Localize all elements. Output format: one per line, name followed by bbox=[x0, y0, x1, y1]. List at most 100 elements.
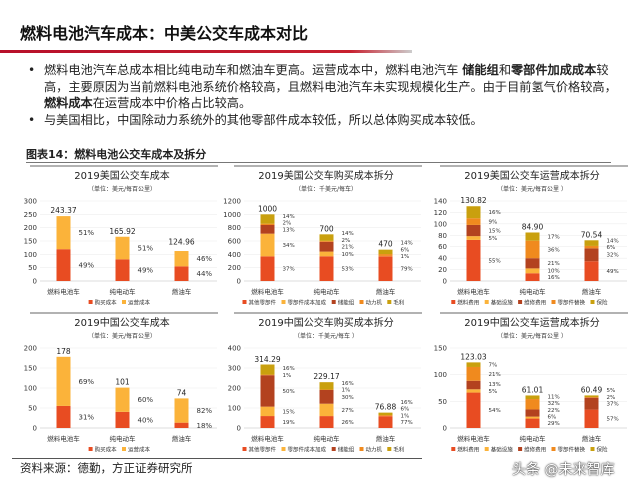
y-tick-label: 0 bbox=[33, 278, 37, 286]
chart-unit: （单位：美元/每百公里 ） bbox=[497, 185, 567, 193]
data-label: 60% bbox=[138, 396, 154, 404]
legend-label: 运营成本 bbox=[128, 446, 151, 454]
data-label: 51% bbox=[79, 229, 95, 237]
total-label: 76.88 bbox=[375, 403, 397, 412]
data-label: 50% bbox=[283, 389, 295, 395]
category-label: 燃油车 bbox=[172, 287, 192, 296]
legend-swatch bbox=[242, 447, 247, 451]
bar-segment bbox=[466, 392, 481, 428]
data-label: 17% bbox=[548, 235, 560, 241]
legend-swatch bbox=[281, 447, 286, 451]
data-label: 5% bbox=[489, 389, 498, 395]
data-label: 6% bbox=[607, 245, 616, 251]
data-label: 2% bbox=[283, 221, 292, 227]
y-tick-label: 40 bbox=[438, 255, 447, 263]
data-label: 14% bbox=[342, 231, 354, 237]
bar-segment bbox=[115, 236, 130, 260]
bar-segment bbox=[378, 416, 393, 428]
chart-us-purchase-breakdown: 2019美国公交车购买成本拆分 （单位：千美元/每车） 0 200 400 600 800 1… bbox=[216, 163, 426, 311]
data-label: 34% bbox=[283, 243, 295, 249]
y-tick-label: 200 bbox=[24, 345, 37, 353]
bar-segment bbox=[466, 224, 481, 237]
y-tick-label: 50 bbox=[28, 405, 37, 413]
data-label: 36% bbox=[548, 247, 560, 253]
data-label: 14% bbox=[283, 214, 295, 220]
bullet-item: 与美国相比，中国除动力系统外的其他零部件成本较低，所以总体购买成本较低。 bbox=[28, 112, 618, 129]
y-tick-label: 200 bbox=[24, 224, 37, 232]
bar-segment bbox=[466, 366, 481, 381]
bar-segment bbox=[319, 403, 334, 417]
y-tick-label: 0 bbox=[443, 425, 447, 433]
bar-segment bbox=[378, 256, 393, 281]
legend-label: 购买成本 bbox=[95, 446, 118, 454]
bar-segment bbox=[466, 362, 481, 367]
bullet-list: 燃料电池汽车总成本相比纯电动车和燃油车更高。运营成本中，燃料电池汽车 储能组和零… bbox=[28, 62, 618, 128]
chart-us-total-cost: 2019美国公交车成本 （单位：美元/每百公里） 0 50 100 150 200 250 30… bbox=[12, 163, 222, 311]
title-divider bbox=[0, 50, 412, 53]
chart-title: 2019中国公交车成本 bbox=[74, 316, 169, 329]
bar-segment bbox=[378, 412, 393, 416]
y-tick-label: 150 bbox=[434, 345, 447, 353]
bar-segment bbox=[466, 239, 481, 281]
data-label: 9% bbox=[489, 219, 498, 225]
bullet-text: 和 bbox=[498, 63, 511, 77]
chart-svg: 2019美国公交车成本 （单位：美元/每百公里） 0 50 100 150 200 250 30… bbox=[24, 165, 218, 307]
total-label: 229.17 bbox=[313, 372, 339, 381]
bar-segment bbox=[56, 356, 71, 406]
data-label: 55% bbox=[489, 258, 501, 264]
bar-segment bbox=[525, 240, 540, 259]
legend-swatch bbox=[551, 300, 556, 304]
legend-swatch bbox=[387, 447, 392, 451]
chart-unit: （单位：美元/每百公里） bbox=[88, 332, 156, 340]
category-label: 纯电动车 bbox=[314, 287, 341, 296]
chart-svg: 2019中国公交车运营成本拆分 （单位：美元/每百公里 ） 0 50 100 150 54%… bbox=[434, 312, 628, 454]
data-label: 10% bbox=[548, 268, 560, 274]
data-label: 32% bbox=[607, 253, 619, 259]
legend-swatch bbox=[484, 300, 489, 304]
total-label: 60.49 bbox=[581, 386, 603, 395]
chart-unit: （单位：美元/每百公里 ） bbox=[497, 332, 567, 340]
chart-svg: 2019中国公交车成本 （单位：美元/每百公里） 0 50 100 150 200 31% 69… bbox=[24, 312, 218, 454]
bar-segment bbox=[174, 266, 189, 281]
bar-segment bbox=[319, 382, 334, 390]
bar-segment bbox=[525, 273, 540, 281]
y-tick-label: 50 bbox=[28, 264, 37, 272]
bar-segment bbox=[466, 218, 481, 225]
total-label: 70.54 bbox=[581, 231, 603, 240]
bar-segment bbox=[260, 406, 275, 417]
legend-swatch bbox=[122, 447, 126, 451]
legend-label: 其他零部件 bbox=[249, 299, 277, 307]
legend-swatch bbox=[518, 447, 523, 451]
chart-cn-total-cost: 2019中国公交车成本 （单位：美元/每百公里） 0 50 100 150 200 31% 69… bbox=[12, 310, 222, 458]
data-label: 14% bbox=[607, 238, 619, 244]
y-tick-label: 300 bbox=[24, 198, 37, 206]
y-tick-label: 80 bbox=[438, 232, 447, 240]
total-label: 1000 bbox=[258, 204, 277, 213]
data-label: 10% bbox=[342, 252, 354, 258]
data-label: 31% bbox=[79, 413, 95, 421]
legend-label: 购买成本 bbox=[95, 299, 118, 307]
bar-segment bbox=[319, 389, 334, 404]
data-label: 53% bbox=[342, 267, 354, 273]
chart-cn-purchase-breakdown: 2019中国公交车购买成本拆分 （单位：千美元/每车 ） 0 100 200 300 400… bbox=[216, 310, 426, 458]
data-label: 15% bbox=[489, 228, 501, 234]
legend-swatch bbox=[331, 447, 336, 451]
y-tick-label: 0 bbox=[237, 278, 241, 286]
y-tick-label: 100 bbox=[24, 385, 37, 393]
bar-segment bbox=[319, 251, 334, 257]
y-tick-label: 300 bbox=[228, 365, 241, 373]
category-label: 燃料电池车 bbox=[47, 434, 80, 443]
y-tick-label: 0 bbox=[237, 425, 241, 433]
total-label: 165.92 bbox=[109, 227, 135, 236]
bar-segment bbox=[319, 234, 334, 241]
legend-label: 储能组 bbox=[338, 446, 355, 454]
chart-title: 2019美国公交车成本 bbox=[74, 169, 169, 182]
chart-title: 2019中国公交车运营成本拆分 bbox=[464, 316, 599, 329]
category-label: 燃油车 bbox=[582, 287, 602, 296]
y-tick-label: 120 bbox=[434, 209, 447, 217]
data-label: 19% bbox=[283, 420, 295, 426]
bar-segment bbox=[466, 236, 481, 240]
legend-label: 燃料费用 bbox=[457, 446, 479, 454]
data-label: 16% bbox=[342, 381, 354, 387]
y-tick-label: 200 bbox=[228, 264, 241, 272]
